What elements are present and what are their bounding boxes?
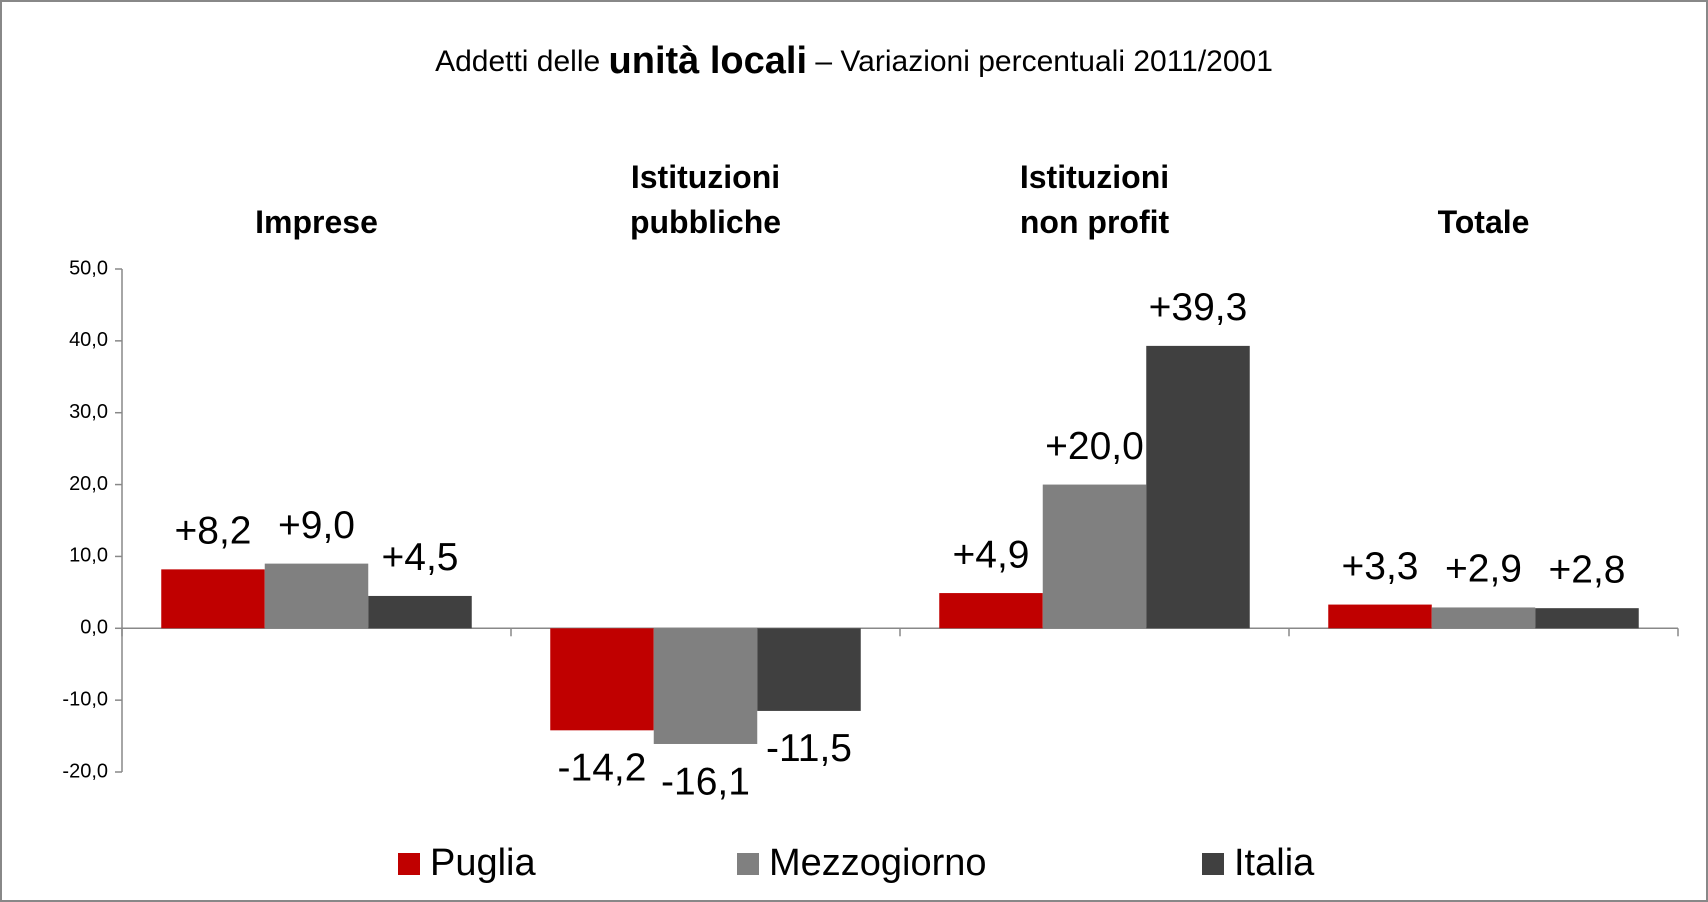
bar (264, 563, 369, 629)
data-label: -16,1 (661, 760, 750, 803)
data-label: +39,3 (1149, 286, 1248, 329)
legend-label: Puglia (430, 842, 536, 884)
bar (1431, 607, 1536, 629)
y-tick-label: 20,0 (69, 473, 108, 495)
bar (550, 628, 654, 731)
category-label-line: Imprese (255, 204, 378, 240)
category-label: Istituzioni pubbliche (630, 159, 781, 240)
legend-label: Mezzogiorno (769, 842, 987, 884)
bar (653, 628, 758, 744)
chart-title: Addetti delle unità locali – Variazioni … (435, 40, 1273, 82)
legend-swatch (737, 853, 759, 875)
y-tick-label: 40,0 (69, 329, 108, 351)
data-label: -14,2 (558, 747, 647, 790)
bar (161, 569, 265, 629)
y-tick-label: 10,0 (69, 545, 108, 567)
bar (1535, 608, 1639, 629)
y-tick-label: -20,0 (62, 760, 108, 782)
bar (1042, 484, 1147, 629)
category-label-line: Istituzioni (1020, 159, 1169, 195)
bar (1328, 604, 1432, 629)
data-label: +4,9 (953, 533, 1030, 576)
title-part: Addetti delle (435, 45, 600, 78)
bar (757, 628, 861, 711)
y-tick-label: 50,0 (69, 257, 108, 279)
bar (368, 595, 472, 629)
bar (1146, 345, 1250, 629)
category-label: Totale (1438, 204, 1530, 240)
y-tick-label: 30,0 (69, 401, 108, 423)
legend-swatch (398, 853, 420, 875)
y-tick-label: -10,0 (62, 688, 108, 710)
data-label: +2,8 (1549, 548, 1626, 591)
title-part: unità locali (609, 40, 807, 82)
legend-swatch (1202, 853, 1224, 875)
data-label: +4,5 (382, 536, 459, 579)
data-label: +3,3 (1342, 545, 1419, 588)
category-label-line: pubbliche (630, 204, 781, 240)
y-tick-label: 0,0 (80, 617, 108, 639)
data-label: +9,0 (278, 504, 355, 547)
data-label: +20,0 (1045, 425, 1144, 468)
category-label: Imprese (255, 204, 378, 240)
category-label-line: non profit (1020, 204, 1170, 240)
category-label-line: Istituzioni (631, 159, 780, 195)
bar (939, 593, 1043, 629)
category-label: Istituzioni non profit (1020, 159, 1170, 240)
data-label: +8,2 (175, 510, 252, 553)
legend-label: Italia (1234, 842, 1315, 884)
category-label-line: Totale (1438, 204, 1530, 240)
title-part: – Variazioni percentuali 2011/2001 (815, 45, 1273, 78)
data-label: -11,5 (766, 727, 852, 770)
data-label: +2,9 (1445, 548, 1522, 591)
